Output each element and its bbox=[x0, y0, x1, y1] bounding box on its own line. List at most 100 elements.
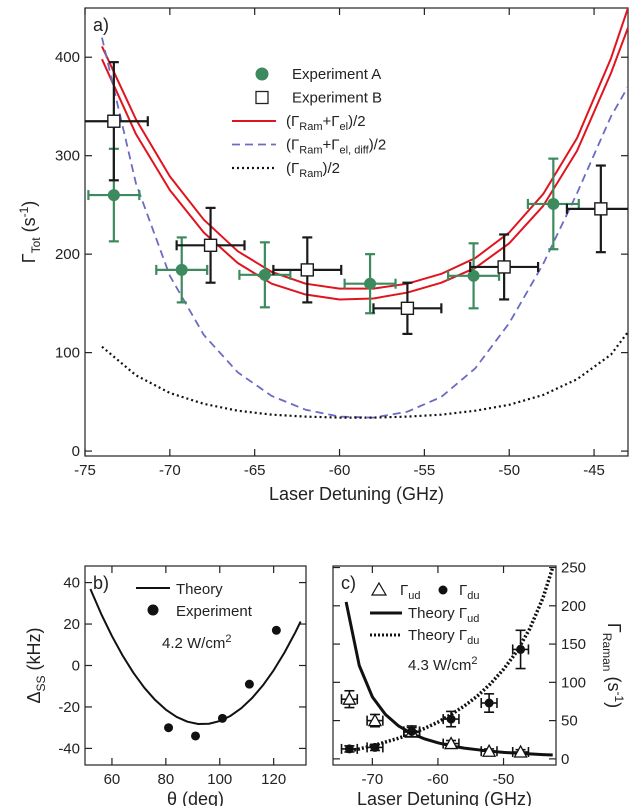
panel-a: -75 -70 -65 -60 -55 -50 -45 0 100 200 300 400 a) Lase… bbox=[17, 7, 629, 504]
data-point bbox=[340, 689, 359, 709]
legend-label: Theory Γdu bbox=[408, 627, 479, 647]
series-line bbox=[101, 331, 628, 419]
legend-label: Experiment bbox=[176, 603, 253, 620]
x-tick-label: -45 bbox=[583, 462, 605, 479]
x-axis-label: Laser Detuning (GHz) bbox=[357, 789, 532, 806]
data-point bbox=[565, 164, 628, 254]
y-tick-label: 20 bbox=[63, 616, 80, 633]
data-point bbox=[511, 629, 530, 670]
annotation: 4.3 W/cm2 bbox=[408, 655, 477, 674]
marker-circle bbox=[370, 742, 380, 752]
marker-circle bbox=[547, 197, 560, 210]
y-tick-label: -20 bbox=[58, 699, 80, 716]
y-axis-label: ΔSS (kHz) bbox=[24, 627, 48, 703]
marker-circle bbox=[175, 263, 188, 276]
x-tick-label: 120 bbox=[261, 771, 286, 788]
legend-symbol bbox=[255, 90, 269, 105]
legend-symbol bbox=[147, 604, 159, 616]
data-point bbox=[366, 713, 384, 728]
legend-label: (ΓRam+Γel)/2 bbox=[286, 113, 366, 133]
marker-square bbox=[300, 263, 314, 277]
marker-triangle bbox=[367, 713, 383, 727]
annotation: 4.2 W/cm2 bbox=[162, 633, 231, 652]
data-point bbox=[191, 731, 200, 741]
legend-label: (ΓRam+Γel, diff)/2 bbox=[286, 137, 386, 157]
marker-triangle bbox=[513, 744, 528, 758]
plot-area bbox=[89, 588, 302, 741]
data-point bbox=[480, 693, 498, 713]
marker-circle bbox=[344, 744, 354, 754]
x-tick-label: 60 bbox=[104, 771, 121, 788]
marker-triangle bbox=[482, 743, 497, 757]
marker-circle bbox=[191, 731, 200, 741]
data-point bbox=[447, 242, 501, 310]
data-point bbox=[526, 157, 580, 251]
marker-square bbox=[497, 260, 511, 274]
y-tick-label: 40 bbox=[63, 575, 80, 592]
marker-circle bbox=[516, 644, 526, 654]
marker-circle bbox=[364, 277, 377, 290]
x-tick-label: -70 bbox=[362, 771, 384, 788]
data-point bbox=[244, 679, 254, 689]
marker-circle bbox=[258, 268, 271, 281]
y-tick-label: -40 bbox=[58, 740, 80, 757]
legend-label: Γud bbox=[400, 582, 421, 602]
x-tick-label: 100 bbox=[207, 771, 232, 788]
marker-square bbox=[400, 301, 415, 316]
marker-square bbox=[107, 114, 121, 128]
x-tick-label: -60 bbox=[329, 462, 351, 479]
plot-area bbox=[340, 566, 555, 758]
marker-circle bbox=[217, 713, 227, 723]
x-tick-label: -65 bbox=[244, 462, 266, 479]
series-line bbox=[101, 27, 628, 301]
data-point bbox=[155, 236, 209, 304]
y-tick-label: 100 bbox=[55, 345, 80, 362]
data-point bbox=[403, 725, 421, 738]
data-point bbox=[372, 281, 443, 336]
data-point bbox=[480, 743, 498, 757]
series-line bbox=[101, 37, 628, 419]
y-tick-label: 250 bbox=[561, 560, 586, 577]
x-axis-label: Laser Detuning (GHz) bbox=[269, 484, 444, 504]
data-point bbox=[164, 723, 174, 733]
y-tick-label: 400 bbox=[55, 49, 80, 66]
data-point bbox=[340, 743, 359, 754]
legend-symbol bbox=[255, 67, 269, 81]
y-axis-label: ΓTot (s-1) bbox=[17, 201, 43, 264]
marker-square bbox=[594, 202, 608, 216]
data-point bbox=[85, 61, 149, 182]
data-point bbox=[217, 713, 227, 723]
legend-label: (ΓRam)/2 bbox=[286, 160, 340, 180]
legend-label: Γdu bbox=[459, 582, 480, 602]
y-tick-label: 0 bbox=[72, 658, 80, 675]
y-tick-label: 100 bbox=[561, 674, 586, 691]
data-point bbox=[175, 206, 246, 284]
marker-circle bbox=[107, 189, 120, 202]
marker-circle bbox=[484, 698, 494, 708]
y-tick-label: 200 bbox=[55, 246, 80, 263]
y-tick-label: 200 bbox=[561, 598, 586, 615]
data-point bbox=[272, 236, 343, 304]
marker-circle bbox=[244, 679, 254, 689]
legend-symbol bbox=[370, 581, 388, 596]
y-tick-label: 0 bbox=[72, 443, 80, 460]
plot-frame bbox=[84, 7, 629, 457]
y-tick-label: 300 bbox=[55, 148, 80, 165]
legend: Theory Experiment 4.2 W/cm2 bbox=[136, 581, 253, 652]
panel-b: 60 80 100 120 -40 -20 0 20 40 b) θ (deg) ΔSS (kHz) T… bbox=[24, 565, 307, 806]
data-point bbox=[238, 241, 292, 309]
marker-triangle bbox=[342, 691, 357, 705]
series-line bbox=[344, 601, 553, 757]
data-point bbox=[442, 710, 460, 728]
marker-circle bbox=[164, 723, 174, 733]
marker-triangle bbox=[443, 736, 459, 750]
data-point bbox=[271, 625, 281, 635]
data-point bbox=[343, 253, 397, 315]
legend: Experiment A Experiment B (ΓRam+Γel)/2 (ΓRa… bbox=[232, 66, 386, 180]
y-tick-label: 50 bbox=[561, 713, 578, 730]
data-point bbox=[469, 233, 540, 301]
series-line bbox=[89, 588, 302, 725]
legend-label: Experiment B bbox=[292, 90, 382, 107]
